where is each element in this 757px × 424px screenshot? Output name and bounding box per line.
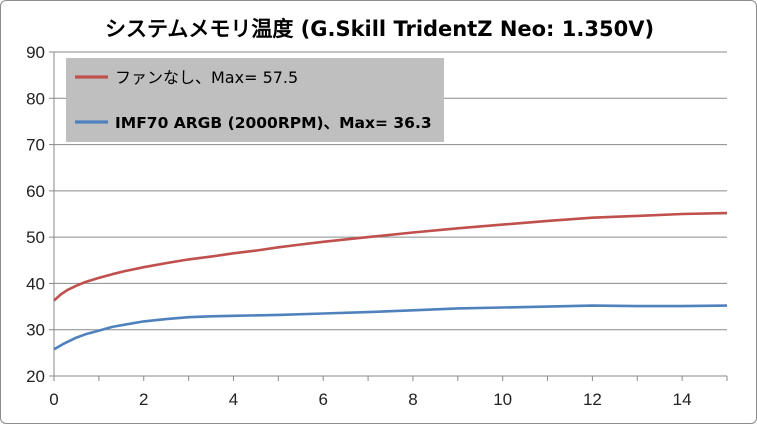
x-tick-label: 14: [673, 390, 692, 409]
legend: ファンなし、Max= 57.5 IMF70 ARGB (2000RPM)、Max=…: [66, 58, 444, 142]
x-tick-label: 6: [318, 390, 327, 409]
series-lines: [53, 211, 728, 351]
legend-label-1: ファンなし、Max= 57.5: [115, 68, 298, 87]
axes: [49, 51, 728, 381]
x-tick-label: 4: [229, 390, 238, 409]
y-tick-label: 80: [26, 89, 45, 108]
legend-box: [66, 58, 444, 142]
y-tick-label: 40: [26, 274, 45, 293]
y-tick-label: 50: [26, 228, 45, 247]
y-tick-label: 30: [26, 321, 45, 340]
x-tick-label: 10: [493, 390, 512, 409]
x-tick-label: 2: [139, 390, 148, 409]
y-tick-label: 70: [26, 136, 45, 155]
x-tick-label: 12: [583, 390, 602, 409]
y-tick-label: 60: [26, 182, 45, 201]
tick-labels: 20 30 40 50 60 70 80 90 0 2 4 6 8 10 12 14: [26, 43, 692, 409]
y-tick-label: 20: [26, 367, 45, 386]
legend-label-2: IMF70 ARGB (2000RPM)、Max= 36.3: [115, 114, 432, 132]
chart-title: システムメモリ温度 (G.Skill TridentZ Neo: 1.350V): [104, 17, 655, 41]
y-tick-label: 90: [26, 43, 45, 62]
series-line-2: [53, 304, 728, 351]
series-line-1: [53, 211, 728, 302]
x-tick-label: 8: [408, 390, 417, 409]
x-tick-label: 0: [49, 390, 58, 409]
